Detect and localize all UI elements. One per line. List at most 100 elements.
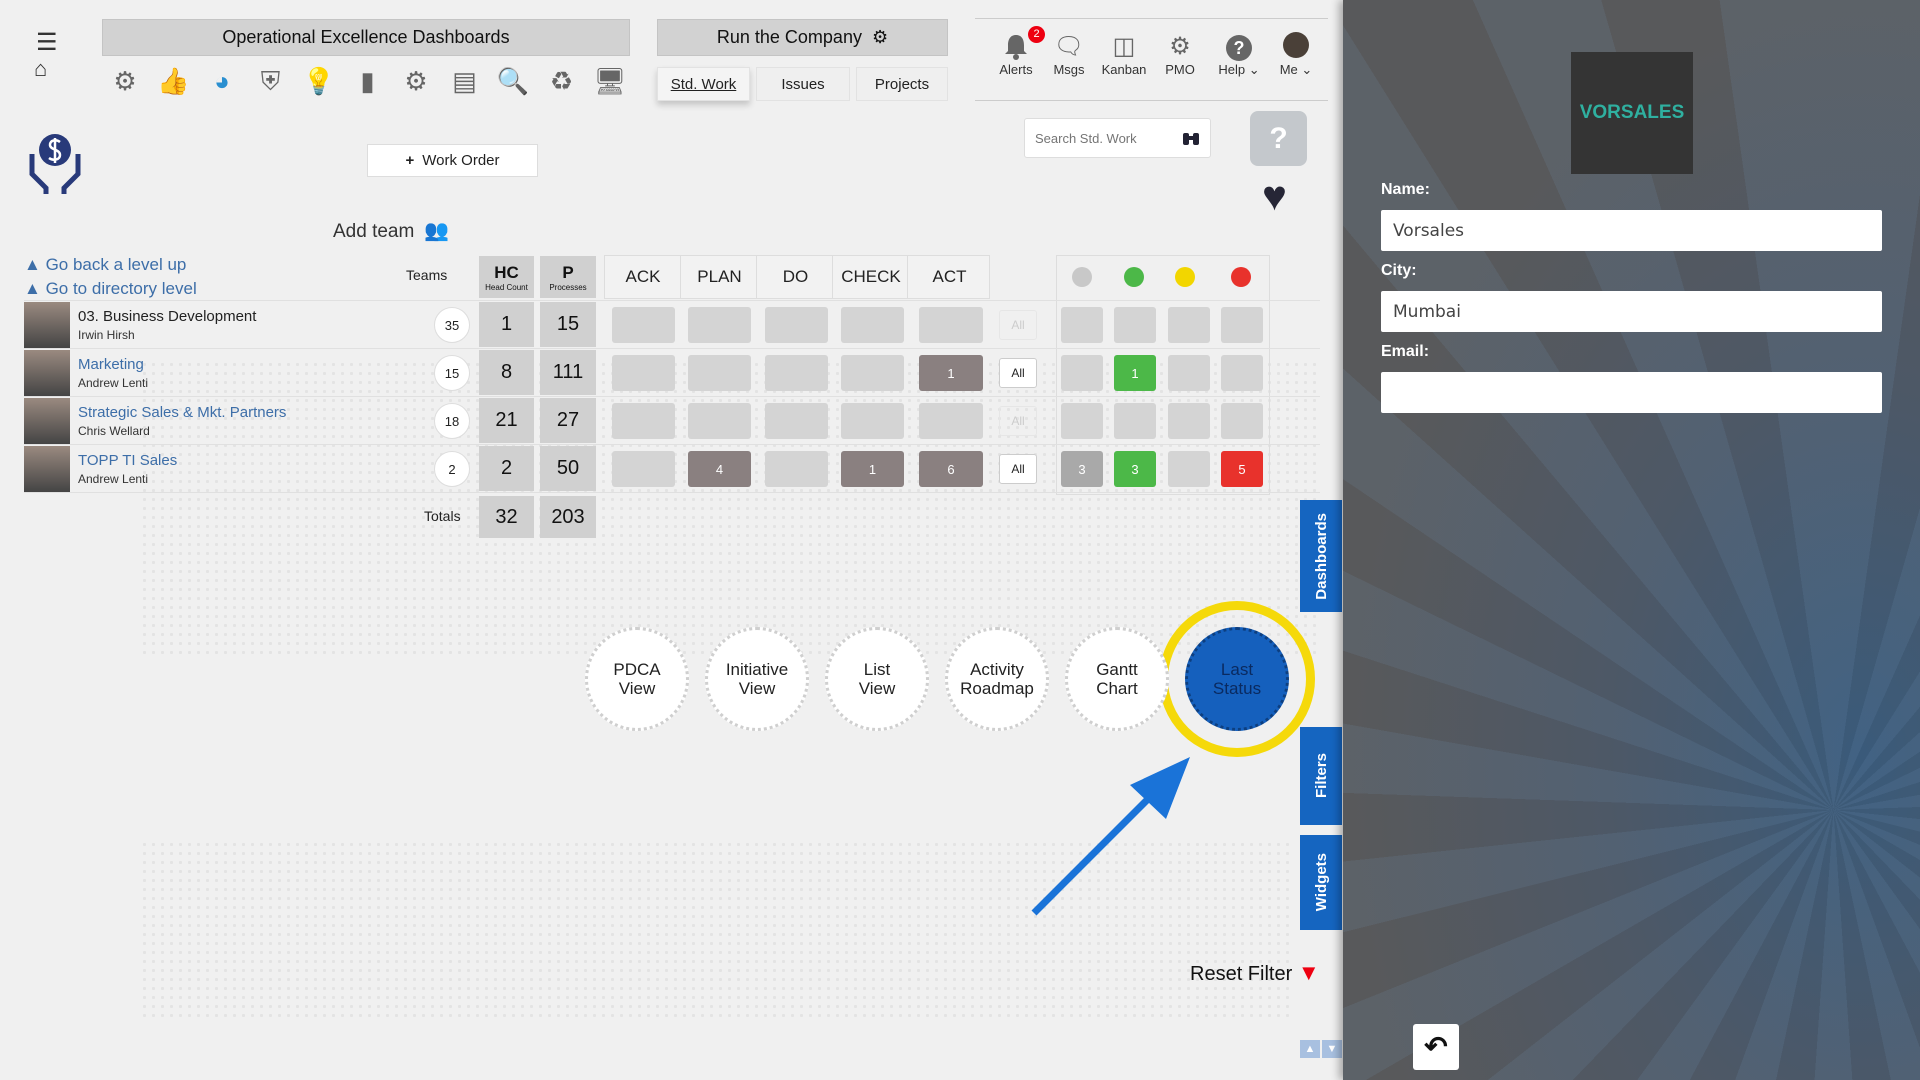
- undo-button[interactable]: ↶: [1413, 1024, 1459, 1070]
- run-company-bar[interactable]: Run the Company ⚙: [657, 19, 948, 56]
- status-cell[interactable]: [1221, 403, 1263, 439]
- recycle-icon[interactable]: ♻: [549, 66, 574, 96]
- home-icon[interactable]: ⌂: [34, 56, 48, 81]
- pdca-cell-do[interactable]: [765, 355, 828, 391]
- status-cell[interactable]: 3: [1061, 451, 1103, 487]
- team-count-badge[interactable]: 35: [434, 307, 470, 343]
- pdca-cell-ack[interactable]: [612, 451, 675, 487]
- pdca-cell-plan[interactable]: [688, 355, 751, 391]
- status-cell[interactable]: [1168, 355, 1210, 391]
- view-pdca-view-button[interactable]: PDCA View: [585, 627, 689, 731]
- pdca-cell-do[interactable]: [765, 403, 828, 439]
- pdca-cell-act[interactable]: [919, 307, 983, 343]
- document-list-icon[interactable]: ▤: [452, 66, 477, 96]
- pdca-cell-plan[interactable]: 4: [688, 451, 751, 487]
- team-count-badge[interactable]: 15: [434, 355, 470, 391]
- view-list-view-button[interactable]: List View: [825, 627, 929, 731]
- nav-me[interactable]: Me ⌄: [1268, 32, 1324, 78]
- pdca-cell-check[interactable]: 1: [841, 451, 904, 487]
- status-cell[interactable]: [1061, 403, 1103, 439]
- brain-gear-icon[interactable]: ⚙: [113, 66, 137, 96]
- tab-issues[interactable]: Issues: [756, 67, 850, 101]
- status-cell[interactable]: [1114, 403, 1156, 439]
- pdca-cell-plan[interactable]: [688, 307, 751, 343]
- status-cell[interactable]: [1114, 307, 1156, 343]
- go-directory-link[interactable]: ▲ Go to directory level: [24, 279, 197, 298]
- nav-msgs[interactable]: 🗨 Msgs: [1041, 32, 1097, 77]
- help-button[interactable]: ?: [1250, 111, 1307, 166]
- team-count-badge[interactable]: 18: [434, 403, 470, 439]
- view-initiative-view-button[interactable]: Initiative View: [705, 627, 809, 731]
- view-last-status-button[interactable]: Last Status: [1185, 627, 1289, 731]
- status-cell[interactable]: [1221, 355, 1263, 391]
- status-cell[interactable]: [1061, 355, 1103, 391]
- all-button[interactable]: All: [999, 406, 1037, 436]
- name-input[interactable]: [1381, 210, 1882, 251]
- side-tab-widgets[interactable]: Widgets: [1300, 835, 1342, 930]
- favorite-heart-icon[interactable]: ♥: [1262, 172, 1287, 219]
- status-cell[interactable]: 3: [1114, 451, 1156, 487]
- thumbs-up-icon[interactable]: 👍: [157, 66, 190, 96]
- team-name[interactable]: Strategic Sales & Mkt. Partners: [78, 404, 287, 421]
- binoculars-icon[interactable]: [1182, 130, 1200, 146]
- pie-chart-icon[interactable]: ◕: [214, 66, 230, 96]
- status-dot[interactable]: [1124, 267, 1144, 287]
- pdca-cell-ack[interactable]: [612, 403, 675, 439]
- pdca-cell-check[interactable]: [841, 403, 904, 439]
- all-button[interactable]: All: [999, 454, 1037, 484]
- status-cell[interactable]: [1221, 307, 1263, 343]
- reset-filter-button[interactable]: Reset Filter ▼: [1190, 960, 1320, 985]
- side-tab-filters[interactable]: Filters: [1300, 727, 1342, 825]
- status-cell[interactable]: [1168, 307, 1210, 343]
- monitor-settings-icon[interactable]: 🖥: [593, 66, 627, 96]
- side-tab-dashboards[interactable]: Dashboards: [1300, 500, 1342, 612]
- status-cell[interactable]: 1: [1114, 355, 1156, 391]
- pdca-cell-check[interactable]: [841, 307, 904, 343]
- pdca-cell-ack[interactable]: [612, 307, 675, 343]
- email-input[interactable]: [1381, 372, 1882, 413]
- pdca-cell-act[interactable]: 1: [919, 355, 983, 391]
- all-button[interactable]: All: [999, 358, 1037, 388]
- nav-help[interactable]: ? Help ⌄: [1211, 32, 1267, 78]
- status-dot[interactable]: [1231, 267, 1251, 287]
- bar-chart-icon[interactable]: ▮: [360, 66, 375, 96]
- status-cell[interactable]: 5: [1221, 451, 1263, 487]
- row-divider: [24, 492, 1320, 493]
- nav-kanban[interactable]: ◫ Kanban: [1096, 32, 1152, 77]
- team-name[interactable]: TOPP TI Sales: [78, 452, 178, 469]
- city-input[interactable]: [1381, 291, 1882, 332]
- nav-pmo[interactable]: ⚙ PMO: [1152, 32, 1208, 77]
- add-team-button[interactable]: Add team 👥: [333, 220, 450, 242]
- search-input[interactable]: [1035, 119, 1165, 157]
- work-order-button[interactable]: + Work Order: [367, 144, 538, 177]
- status-cell[interactable]: [1168, 451, 1210, 487]
- search-box[interactable]: [1024, 118, 1211, 158]
- shield-icon[interactable]: ⛨: [260, 66, 281, 96]
- team-name[interactable]: Marketing: [78, 356, 144, 373]
- status-dot[interactable]: [1175, 267, 1195, 287]
- go-back-link[interactable]: ▲ Go back a level up: [24, 255, 187, 274]
- pdca-cell-plan[interactable]: [688, 403, 751, 439]
- nav-alerts[interactable]: Alerts 2: [988, 26, 1045, 77]
- all-button[interactable]: All: [999, 310, 1037, 340]
- status-dot[interactable]: [1072, 267, 1092, 287]
- pdca-cell-check[interactable]: [841, 355, 904, 391]
- pdca-cell-act[interactable]: 6: [919, 451, 983, 487]
- status-cell[interactable]: [1061, 307, 1103, 343]
- team-count-badge[interactable]: 2: [434, 451, 470, 487]
- pdca-cell-ack[interactable]: [612, 355, 675, 391]
- hamburger-menu-icon[interactable]: ☰: [36, 29, 58, 56]
- pdca-cell-do[interactable]: [765, 451, 828, 487]
- tab-projects[interactable]: Projects: [856, 67, 948, 101]
- pdca-cell-do[interactable]: [765, 307, 828, 343]
- gear-chart-icon[interactable]: ⚙: [404, 66, 428, 96]
- scroll-down-button[interactable]: ▼: [1322, 1040, 1342, 1058]
- lightbulb-icon[interactable]: 💡: [302, 66, 336, 96]
- view-gantt-chart-button[interactable]: Gantt Chart: [1065, 627, 1169, 731]
- tab-std-work[interactable]: Std. Work: [657, 67, 750, 101]
- scroll-up-button[interactable]: ▲: [1300, 1040, 1320, 1058]
- search-check-icon[interactable]: 🔍: [496, 66, 530, 96]
- view-activity-roadmap-button[interactable]: Activity Roadmap: [945, 627, 1049, 731]
- status-cell[interactable]: [1168, 403, 1210, 439]
- pdca-cell-act[interactable]: [919, 403, 983, 439]
